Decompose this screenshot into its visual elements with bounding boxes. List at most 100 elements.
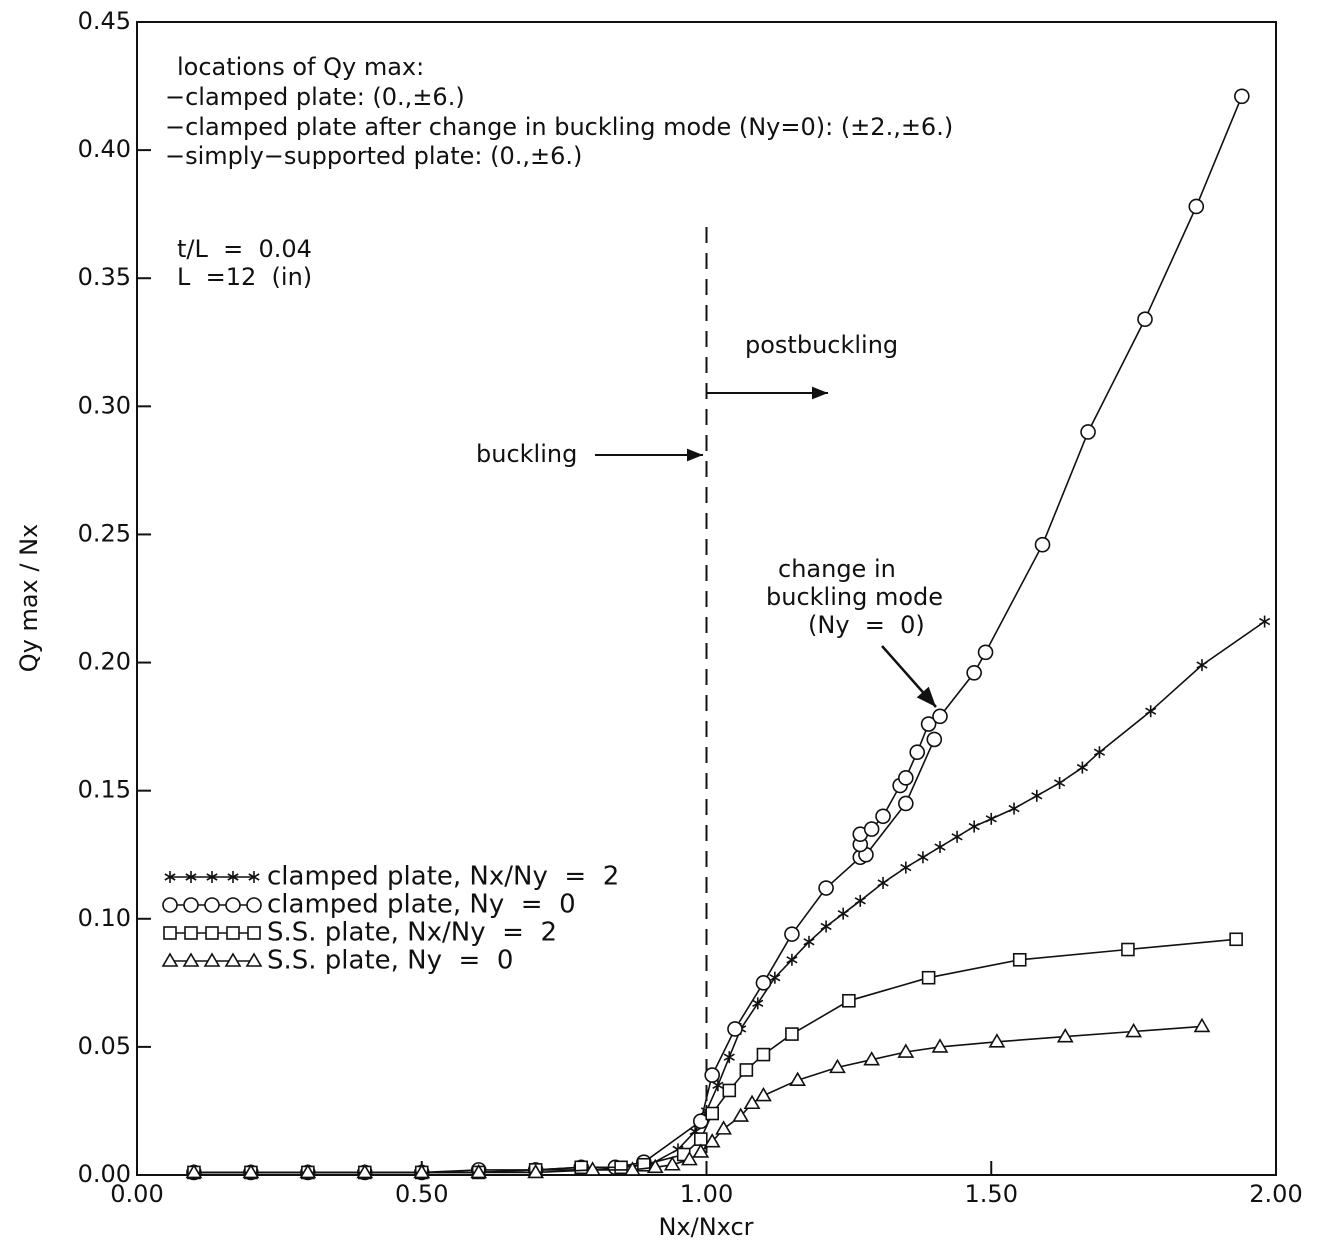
triangle-marker <box>182 952 200 967</box>
marker-part <box>1193 1017 1211 1033</box>
triangle-marker <box>692 1143 710 1158</box>
marker-part <box>1188 198 1205 215</box>
x-tick-label: 1.50 <box>965 1180 1018 1208</box>
circle-marker <box>898 795 914 812</box>
triangle-marker <box>663 1156 681 1171</box>
star-marker <box>900 861 912 874</box>
circle-marker <box>183 897 199 913</box>
star-marker <box>985 812 997 825</box>
marker-part <box>694 1132 708 1146</box>
marker-part <box>614 1160 628 1175</box>
triangle-marker <box>646 1158 664 1174</box>
marker-part <box>820 922 832 931</box>
annotation: (Ny = 0) <box>808 611 925 639</box>
triangle-marker <box>755 1086 772 1102</box>
star-marker <box>1008 802 1020 815</box>
marker-part <box>527 1163 545 1179</box>
square-marker <box>921 970 936 985</box>
marker-part <box>1145 707 1157 715</box>
marker-part <box>917 853 929 861</box>
annotation: −clamped plate after change in buckling … <box>165 113 953 141</box>
marker-part <box>185 873 197 881</box>
marker-part <box>1234 88 1250 105</box>
triangle-marker <box>931 1038 949 1053</box>
marker-part <box>722 1083 737 1098</box>
marker-part <box>1034 536 1051 553</box>
legend-label: S.S. plate, Nx/Ny = 2 <box>267 918 557 948</box>
legend-label: S.S. plate, Ny = 0 <box>267 946 513 976</box>
marker-part <box>739 1063 754 1077</box>
marker-part <box>161 952 179 967</box>
marker-part <box>854 897 866 905</box>
square-marker <box>205 926 219 940</box>
triangle-marker <box>1056 1028 1074 1043</box>
star-marker <box>934 841 946 854</box>
series-line <box>193 95 1243 1174</box>
star-marker <box>712 1079 724 1092</box>
triangle-marker <box>203 952 221 967</box>
star-marker <box>1053 776 1066 789</box>
square-marker <box>1012 952 1027 967</box>
marker-part <box>985 815 997 823</box>
triangle-marker <box>624 1161 641 1176</box>
legend-entry: S.S. plate, Nx/Ny = 2 <box>163 918 557 948</box>
circle-marker <box>225 897 241 913</box>
square-marker <box>785 1027 799 1041</box>
marker-part <box>934 843 946 851</box>
marker-part <box>755 1086 772 1102</box>
marker-part <box>1093 748 1106 756</box>
marker-part <box>163 926 177 940</box>
triangle-marker <box>743 1094 761 1110</box>
triangle-marker <box>527 1163 545 1179</box>
marker-part <box>727 1021 743 1037</box>
marker-part <box>248 873 260 881</box>
marker-part <box>755 975 772 991</box>
marker-part <box>206 873 218 881</box>
marker-part <box>584 1161 601 1176</box>
marker-part <box>162 897 178 913</box>
star-marker <box>1031 789 1043 802</box>
marker-part <box>966 665 982 681</box>
circle-marker <box>977 644 994 661</box>
circle-marker <box>1234 88 1250 105</box>
marker-part <box>245 952 263 967</box>
marker-part <box>931 1038 949 1053</box>
star-marker <box>951 830 963 843</box>
marker-part <box>242 1163 260 1179</box>
marker-part <box>356 1163 374 1179</box>
y-tick-label: 0.10 <box>78 904 131 932</box>
marker-part <box>1229 932 1243 947</box>
circle-marker <box>932 708 948 725</box>
marker-part <box>818 880 834 896</box>
marker-part <box>926 731 943 748</box>
circle-marker <box>818 880 834 896</box>
star-marker <box>164 871 176 883</box>
star-marker <box>837 907 849 920</box>
star-marker <box>820 920 832 933</box>
marker-part <box>803 938 815 946</box>
triangle-marker <box>732 1107 750 1122</box>
square-marker <box>722 1083 737 1098</box>
marker-part <box>470 1163 488 1179</box>
circle-marker <box>909 744 926 761</box>
star-marker <box>1076 761 1088 774</box>
marker-part <box>689 1127 701 1136</box>
marker-part <box>182 952 200 967</box>
circle-marker <box>966 665 982 681</box>
marker-part <box>898 795 914 812</box>
circle-marker <box>1188 198 1205 215</box>
y-tick-label: 0.40 <box>78 135 131 163</box>
star-marker <box>803 935 815 948</box>
circle-marker <box>704 1067 720 1083</box>
circle-marker <box>898 770 914 786</box>
marker-part <box>897 1043 915 1058</box>
marker-part <box>743 1094 761 1110</box>
triangle-marker <box>470 1163 488 1179</box>
square-marker <box>614 1160 628 1175</box>
x-tick-label: 1.00 <box>680 1180 733 1208</box>
marker-part <box>784 926 800 942</box>
marker-part <box>205 926 219 940</box>
marker-part <box>921 970 936 985</box>
triangle-marker <box>224 952 242 967</box>
marker-part <box>183 897 199 913</box>
